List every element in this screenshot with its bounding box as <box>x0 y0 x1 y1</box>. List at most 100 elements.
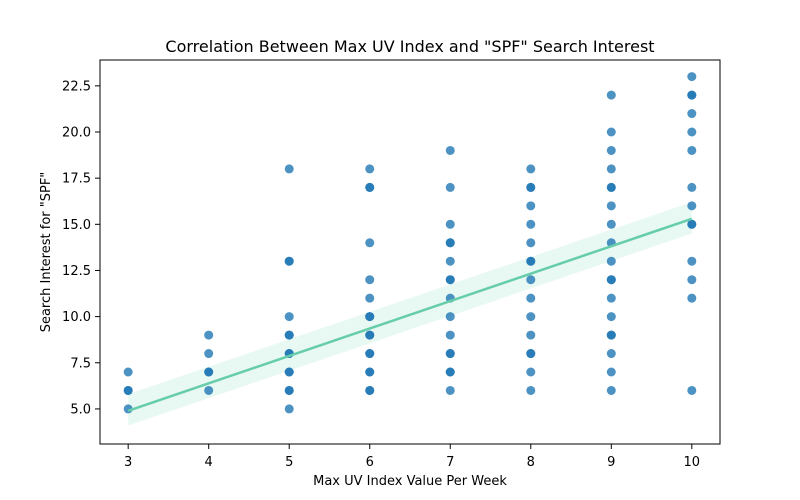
data-point <box>365 275 375 285</box>
y-axis-label: Search Interest for "SPF" <box>39 172 54 333</box>
data-point <box>606 164 616 174</box>
data-point <box>445 349 455 359</box>
data-point <box>445 275 455 285</box>
data-point <box>606 90 616 100</box>
x-tick-label: 4 <box>205 455 213 470</box>
data-point <box>606 349 616 359</box>
x-axis: 3 4 5 6 7 8 9 10 <box>124 444 700 470</box>
data-point <box>365 330 375 340</box>
regression-line <box>127 217 693 412</box>
data-point <box>284 404 294 414</box>
x-tick-label: 6 <box>366 455 374 470</box>
data-point <box>687 72 697 82</box>
data-point <box>526 275 536 285</box>
data-point <box>365 182 375 192</box>
x-tick-label: 9 <box>607 455 615 470</box>
data-point <box>606 201 616 211</box>
data-point <box>526 312 536 322</box>
y-tick-label: 7.5 <box>70 356 91 371</box>
data-point <box>526 201 536 211</box>
data-point <box>526 256 536 266</box>
data-point <box>365 385 375 395</box>
data-point <box>123 385 133 395</box>
data-point <box>526 330 536 340</box>
data-point <box>687 109 697 119</box>
regression-line-layer <box>127 217 693 412</box>
data-point <box>606 145 616 155</box>
data-point <box>445 182 455 192</box>
data-point <box>687 293 697 303</box>
data-point <box>687 90 697 100</box>
data-point <box>445 385 455 395</box>
data-point <box>365 349 375 359</box>
y-tick-label: 15.0 <box>62 218 91 233</box>
data-point <box>284 164 294 174</box>
data-point <box>284 256 294 266</box>
x-tick-label: 3 <box>124 455 132 470</box>
data-point <box>606 330 616 340</box>
y-tick-label: 12.5 <box>62 264 91 279</box>
data-point <box>445 367 455 377</box>
data-point <box>445 256 455 266</box>
data-point <box>445 145 455 155</box>
data-point <box>445 238 455 248</box>
y-tick-label: 17.5 <box>62 172 91 187</box>
x-tick-label: 8 <box>527 455 535 470</box>
x-axis-label: Max UV Index Value Per Week <box>313 474 507 489</box>
y-tick-label: 5.0 <box>70 402 91 417</box>
data-point <box>365 293 375 303</box>
data-point <box>204 330 214 340</box>
y-tick-label: 22.5 <box>62 79 91 94</box>
data-point <box>204 367 214 377</box>
data-point <box>606 312 616 322</box>
data-point <box>687 385 697 395</box>
x-tick-label: 7 <box>446 455 454 470</box>
points-layer <box>123 72 697 414</box>
x-tick-label: 10 <box>684 455 701 470</box>
data-point <box>445 219 455 229</box>
data-point <box>365 164 375 174</box>
data-point <box>526 293 536 303</box>
data-point <box>606 367 616 377</box>
data-point <box>526 349 536 359</box>
data-point <box>365 312 375 322</box>
chart-title: Correlation Between Max UV Index and "SP… <box>165 37 654 56</box>
x-tick-label: 5 <box>285 455 293 470</box>
data-point <box>526 182 536 192</box>
data-point <box>526 367 536 377</box>
data-point <box>204 349 214 359</box>
data-point <box>526 238 536 248</box>
data-point <box>687 219 697 229</box>
data-point <box>204 385 214 395</box>
data-point <box>687 201 697 211</box>
data-point <box>284 367 294 377</box>
data-point <box>445 330 455 340</box>
data-point <box>687 127 697 137</box>
plot-frame <box>99 59 721 445</box>
data-point <box>526 164 536 174</box>
data-point <box>526 385 536 395</box>
data-point <box>284 385 294 395</box>
data-point <box>606 275 616 285</box>
data-point <box>445 312 455 322</box>
data-point <box>687 182 697 192</box>
data-point <box>606 182 616 192</box>
data-point <box>284 330 294 340</box>
data-point <box>526 219 536 229</box>
data-point <box>606 219 616 229</box>
data-point <box>687 145 697 155</box>
data-point <box>365 367 375 377</box>
data-point <box>284 312 294 322</box>
data-point <box>606 256 616 266</box>
y-tick-label: 20.0 <box>62 126 91 141</box>
data-point <box>606 293 616 303</box>
data-point <box>365 238 375 248</box>
y-tick-label: 10.0 <box>62 310 91 325</box>
y-axis: 5.0 7.5 10.0 12.5 15.0 17.5 20.0 22.5 <box>62 79 100 417</box>
data-point <box>606 127 616 137</box>
data-point <box>687 275 697 285</box>
data-point <box>606 385 616 395</box>
data-point <box>123 367 133 377</box>
